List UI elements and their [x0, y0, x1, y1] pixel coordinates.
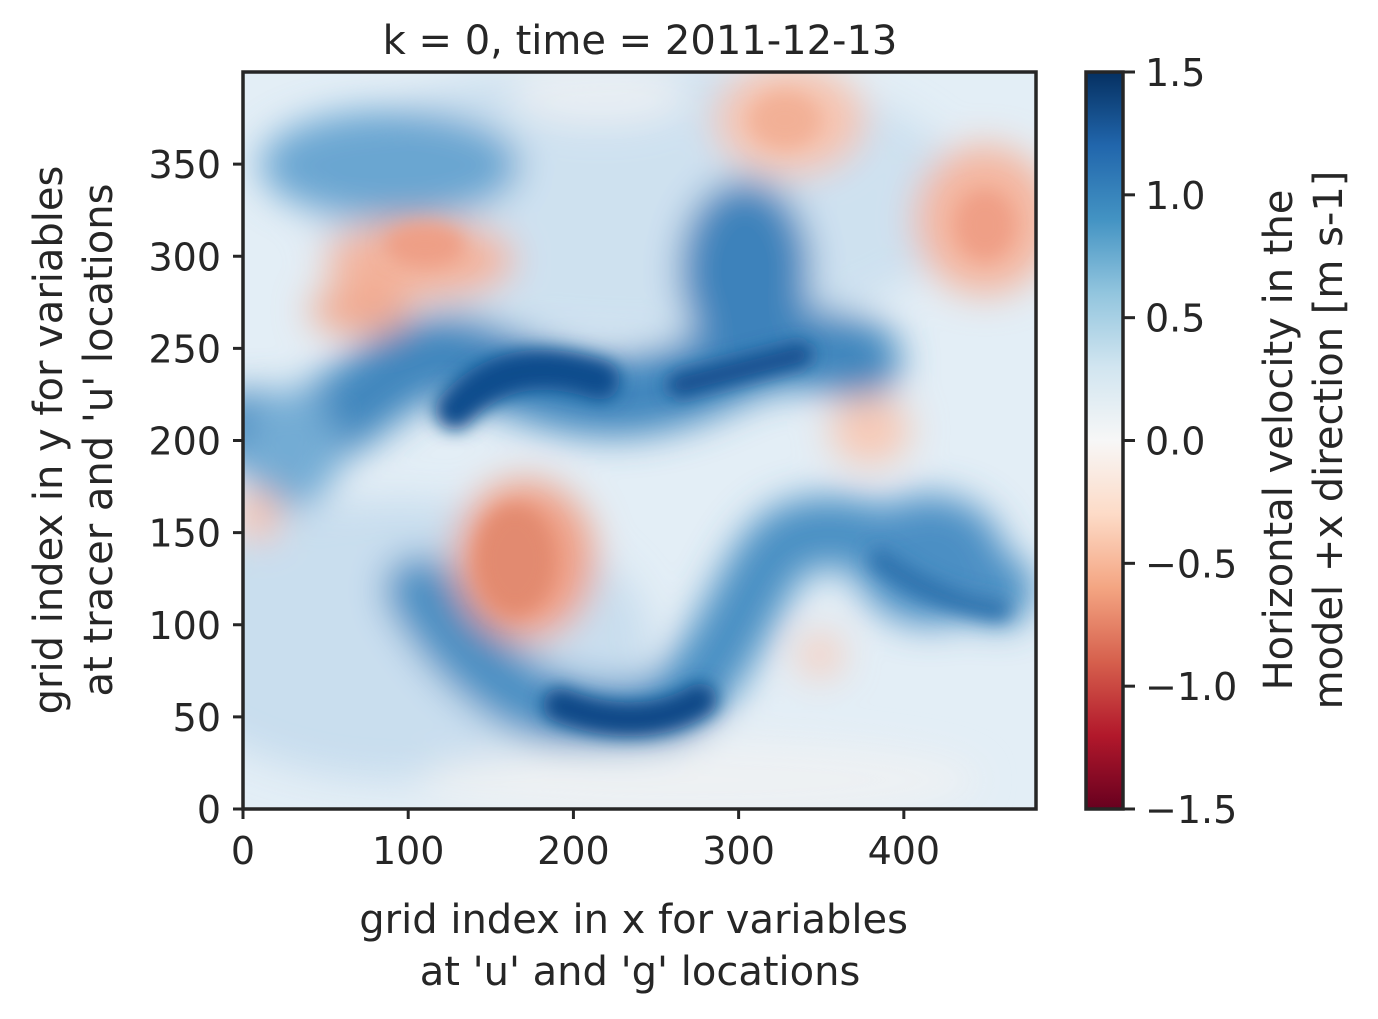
y-tick-label: 100: [148, 604, 221, 648]
strong-positive-core: [543, 683, 717, 737]
strong-negative-core: [955, 190, 1015, 260]
x-tick-label: 0: [231, 829, 255, 873]
colorbar-tick-label: 1.0: [1145, 174, 1205, 218]
colorbar-label: Horizontal velocity in the model +x dire…: [1256, 171, 1352, 710]
strong-positive-core: [667, 342, 813, 398]
heatmap: [243, 72, 1036, 809]
chart-title: k = 0, time = 2011-12-13: [383, 18, 898, 64]
x-tick-label: 300: [702, 829, 775, 873]
y-axis-label: grid index in y for variables at tracer …: [26, 166, 122, 715]
colorbar-ticks: 1.5 1.0 0.5 0.0 −0.5 −1.0 −1.5: [1123, 51, 1237, 832]
colorbar-tick-label: −1.0: [1145, 665, 1237, 709]
strong-positive-core: [435, 349, 620, 430]
colorbar-tick-label: −0.5: [1145, 542, 1237, 586]
heatmap-cores: [385, 92, 1015, 737]
positive-lobe-left-edge: [243, 390, 340, 510]
strong-negative-core: [475, 505, 555, 615]
colorbar-tick-label: 0.0: [1145, 420, 1205, 464]
near-zero-region: [420, 740, 980, 809]
colorbar-tick-label: −1.5: [1145, 788, 1237, 832]
y-axis-label-line-2: at tracer and 'u' locations: [76, 184, 122, 697]
colorbar-label-line-2: model +x direction [m s-1]: [1306, 171, 1352, 710]
y-tick-label: 50: [173, 696, 221, 740]
near-zero-region: [510, 72, 690, 125]
positive-lobe-upper-left: [260, 110, 520, 220]
x-axis-label-line-1: grid index in x for variables: [359, 897, 908, 943]
x-tick-label: 100: [372, 829, 445, 873]
y-tick-label: 0: [197, 788, 221, 832]
y-tick-label: 250: [148, 327, 221, 371]
colorbar-tick-label: 1.5: [1145, 51, 1205, 95]
x-axis-label-line-2: at 'u' and 'g' locations: [420, 949, 861, 995]
positive-lobe-upper-mid: [680, 180, 810, 360]
x-axis-ticks: 0 100 200 300 400: [231, 809, 940, 873]
y-tick-label: 300: [148, 235, 221, 279]
x-axis-label: grid index in x for variables at 'u' and…: [359, 897, 920, 995]
strong-negative-core: [750, 92, 820, 148]
colorbar-gradient: [1084, 70, 1125, 811]
y-tick-label: 150: [148, 512, 221, 556]
y-axis-label-line-1: grid index in y for variables: [26, 166, 72, 715]
x-tick-label: 200: [537, 829, 610, 873]
colorbar: 1.5 1.0 0.5 0.0 −0.5 −1.0 −1.5 Horizontal velo…: [1084, 51, 1352, 832]
x-tick-label: 400: [868, 829, 941, 873]
negative-lobe-mid-right: [830, 395, 910, 465]
y-axis-ticks: 0 50 100 150 200 250 300 350: [148, 143, 243, 832]
negative-lobe-bottom-right: [798, 633, 842, 677]
strong-negative-core: [385, 223, 465, 267]
negative-lobe-left: [310, 285, 410, 335]
negative-lobe-left-edge: [243, 489, 280, 541]
y-tick-label: 350: [148, 143, 221, 187]
strong-positive-core: [869, 549, 1011, 621]
y-tick-label: 200: [148, 420, 221, 464]
colorbar-tick-label: 0.5: [1145, 297, 1205, 341]
colorbar-label-line-1: Horizontal velocity in the: [1256, 190, 1302, 691]
